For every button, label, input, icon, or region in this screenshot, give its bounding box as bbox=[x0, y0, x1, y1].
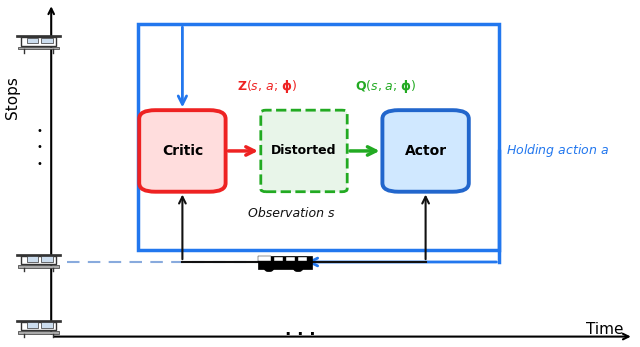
Bar bbox=[21, 256, 56, 264]
Text: Time: Time bbox=[586, 322, 624, 337]
Text: Stops: Stops bbox=[5, 76, 20, 119]
Bar bbox=[42, 256, 52, 262]
Bar bbox=[286, 257, 295, 261]
Bar bbox=[42, 322, 52, 328]
Bar bbox=[18, 265, 59, 268]
Bar bbox=[27, 38, 38, 43]
Bar bbox=[16, 254, 61, 256]
Bar bbox=[27, 322, 38, 328]
Text: Critic: Critic bbox=[162, 144, 203, 158]
Circle shape bbox=[264, 267, 273, 272]
Bar bbox=[298, 257, 307, 261]
Text: $\bf{Q}$($s$, $a$; $\bf{\phi}$): $\bf{Q}$($s$, $a$; $\bf{\phi}$) bbox=[355, 78, 417, 95]
Bar bbox=[42, 38, 52, 43]
Bar bbox=[258, 256, 271, 261]
Text: Actor: Actor bbox=[404, 144, 447, 158]
Bar bbox=[21, 37, 56, 45]
Bar bbox=[274, 257, 283, 261]
Bar bbox=[138, 24, 499, 250]
Bar bbox=[16, 320, 61, 322]
Bar bbox=[18, 331, 59, 334]
Text: Holding action $a$: Holding action $a$ bbox=[506, 143, 609, 159]
Circle shape bbox=[294, 267, 303, 272]
Text: Observation s: Observation s bbox=[248, 207, 335, 220]
Text: . . .: . . . bbox=[285, 321, 316, 339]
Text: $\bf{Z}$($s$, $a$; $\bf{\phi}$): $\bf{Z}$($s$, $a$; $\bf{\phi}$) bbox=[237, 78, 297, 95]
Bar bbox=[27, 256, 38, 262]
FancyBboxPatch shape bbox=[261, 110, 347, 192]
Bar bbox=[18, 47, 59, 50]
FancyBboxPatch shape bbox=[383, 110, 468, 192]
Text: •
•
•: • • • bbox=[36, 126, 43, 169]
Bar bbox=[21, 322, 56, 330]
Bar bbox=[258, 256, 312, 269]
Text: Distorted: Distorted bbox=[271, 144, 337, 158]
FancyBboxPatch shape bbox=[140, 110, 226, 192]
Bar bbox=[16, 35, 61, 37]
